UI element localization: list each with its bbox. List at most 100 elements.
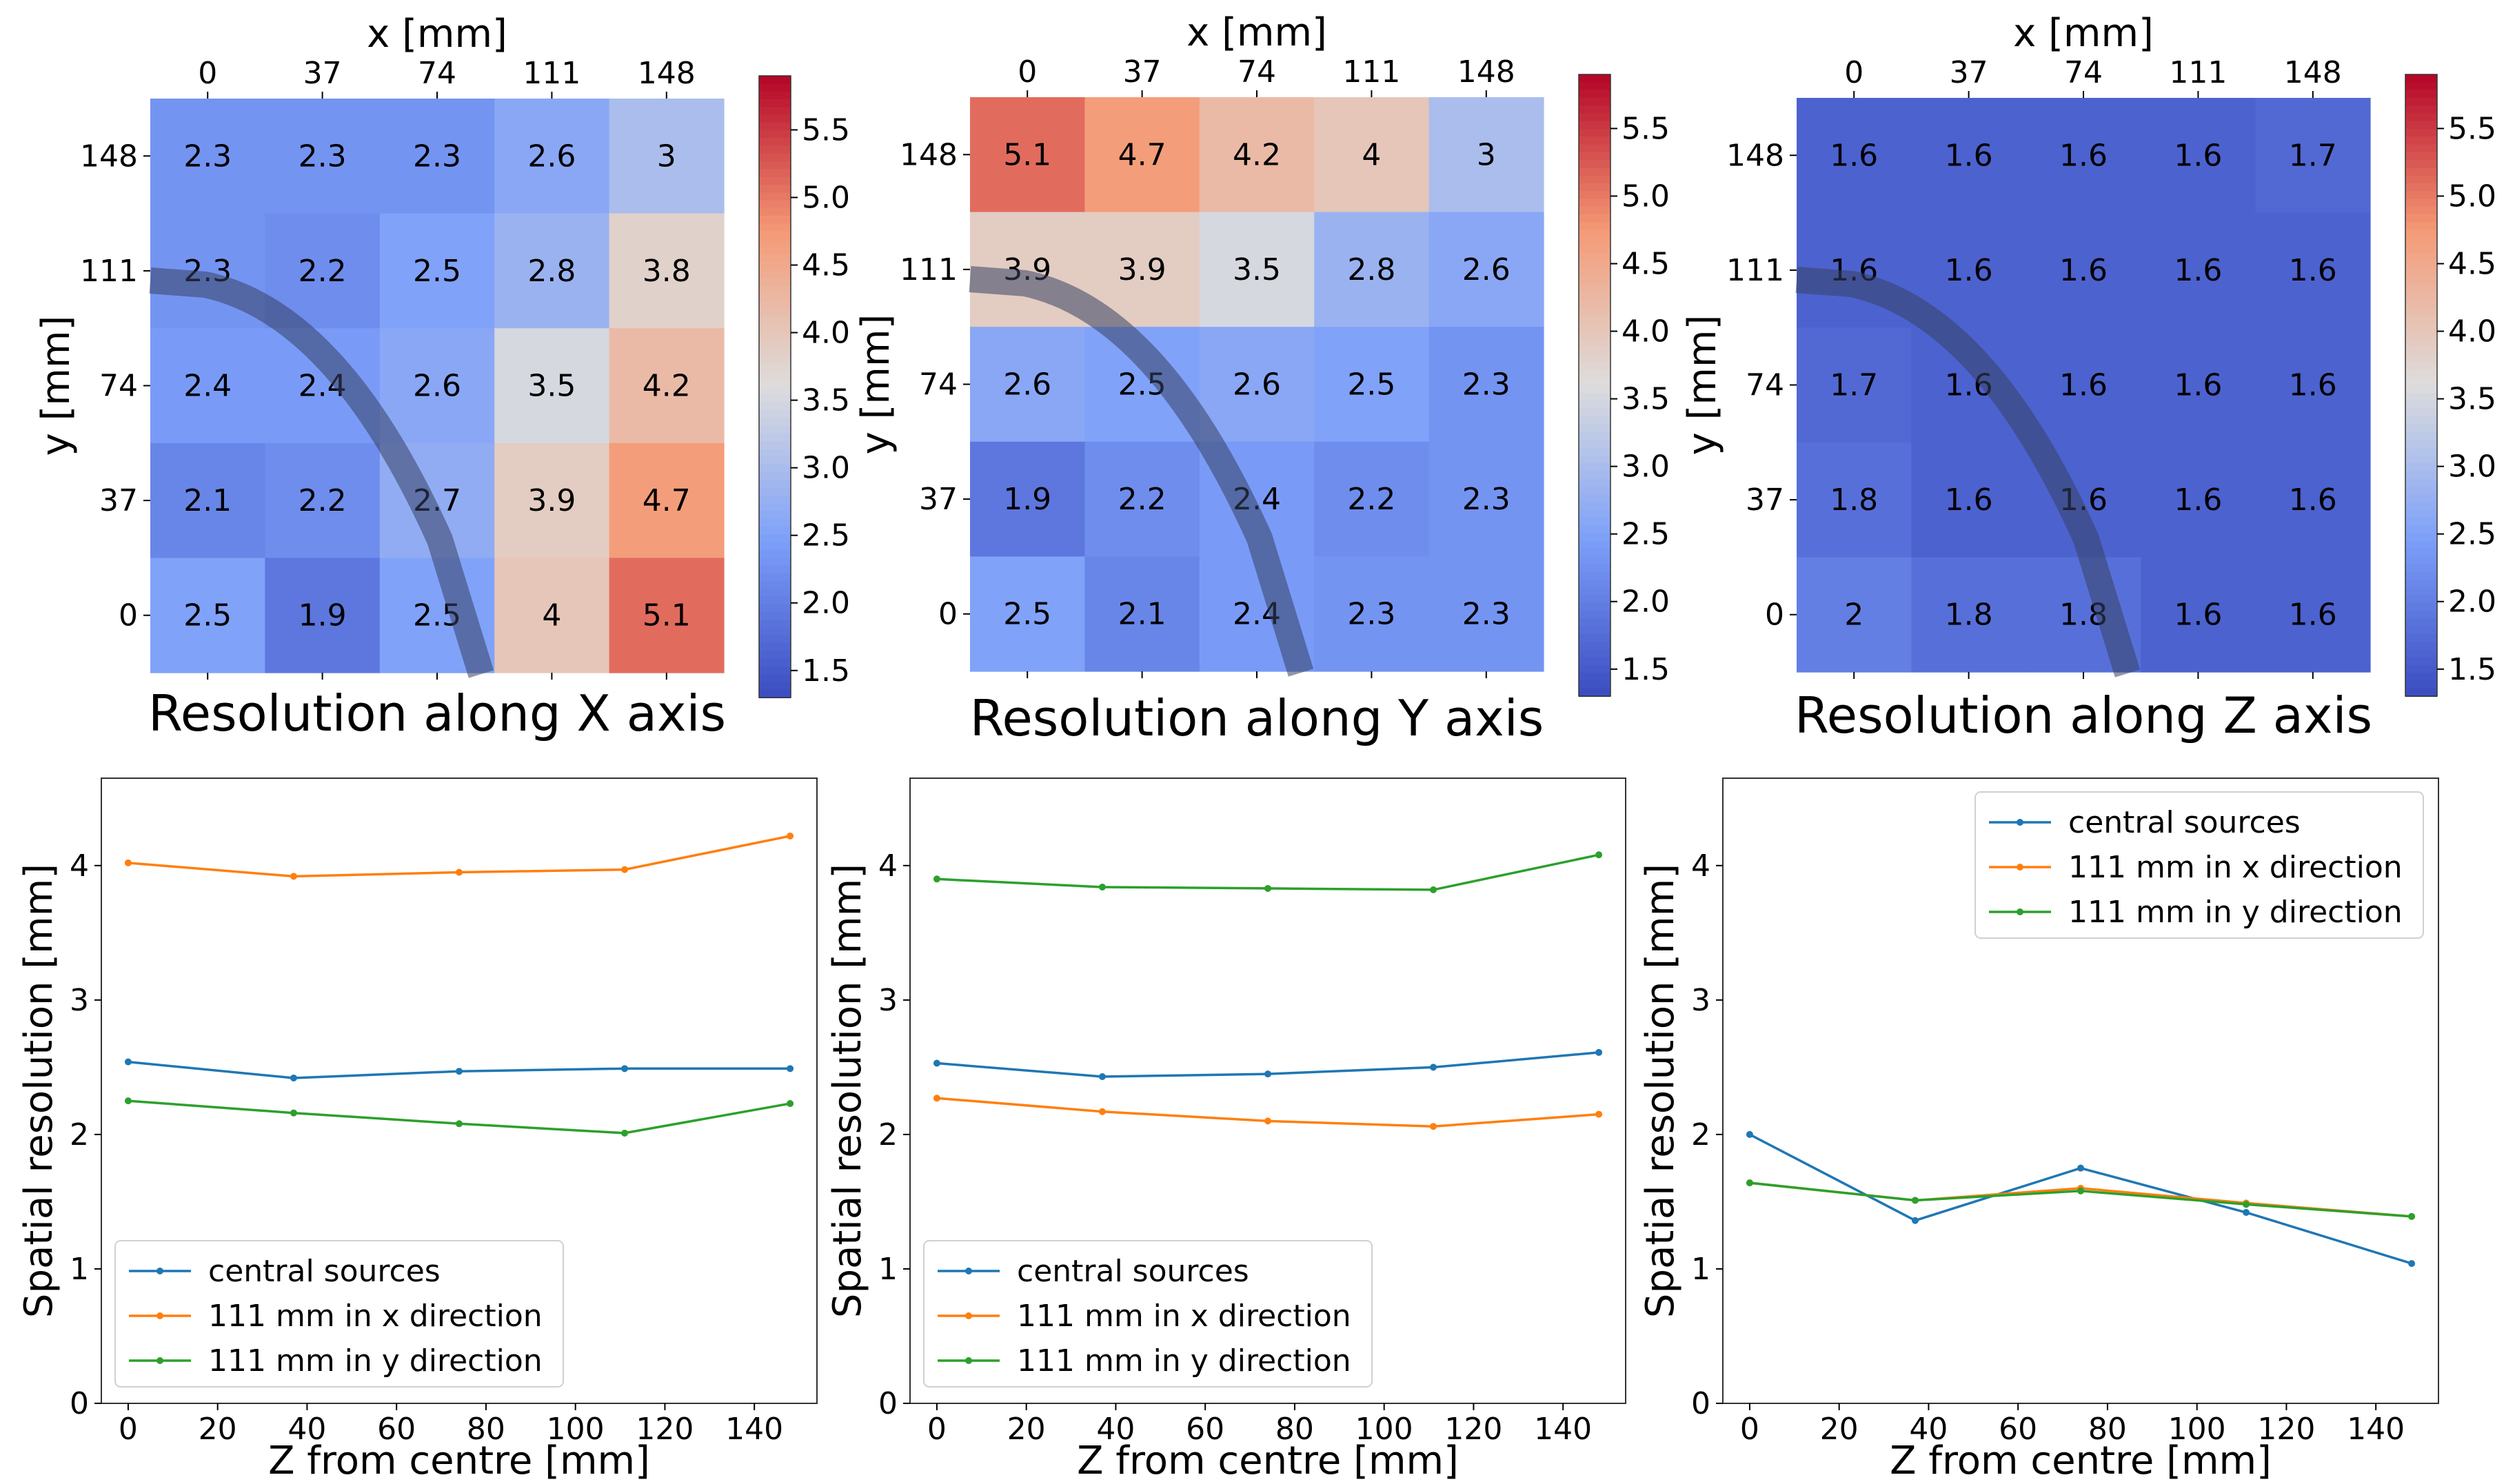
y-tick-label: 0 [1765, 598, 1784, 633]
colorbar-segment [759, 285, 791, 294]
heatmap-cell [2255, 98, 2371, 214]
cell-value-label: 2.2 [299, 254, 347, 289]
colorbar-segment [1579, 564, 1610, 573]
heatmap-cell [379, 99, 495, 214]
colorbar-segment [1579, 533, 1610, 542]
heatmap-cell [1314, 212, 1430, 327]
colorbar-segment [1579, 680, 1610, 689]
colorbar-segment [2405, 237, 2437, 247]
colorbar-segment [2405, 74, 2437, 83]
y-tick-label: 4 [878, 848, 898, 884]
series-point [1595, 1110, 1603, 1118]
cell-value-label: 2.5 [413, 254, 461, 289]
colorbar-segment [759, 480, 791, 489]
colorbar-segment [1579, 121, 1610, 130]
colorbar-segment [759, 176, 791, 185]
colorbar-segment [759, 565, 791, 574]
y-axis-label: y [mm] [1680, 315, 1725, 456]
series-point [1264, 884, 1271, 892]
colorbar-tick-label: 2.0 [802, 586, 850, 621]
colorbar-segment [2405, 105, 2437, 114]
colorbar-segment [2405, 664, 2437, 674]
colorbar-segment [2405, 253, 2437, 262]
colorbar-segment [1579, 571, 1610, 580]
y-tick-label: 3 [70, 983, 89, 1018]
heatmap-cell [609, 328, 725, 444]
colorbar-segment [1579, 183, 1610, 192]
cell-value-label: 1.6 [1945, 138, 1993, 173]
y-axis-label: y [mm] [34, 316, 79, 456]
colorbar-segment [1579, 261, 1610, 270]
colorbar-segment [1579, 416, 1610, 425]
colorbar-segment [1579, 362, 1610, 371]
cell-value-label: 1.6 [2059, 368, 2108, 403]
colorbar-segment [1579, 540, 1610, 549]
y-tick-label: 37 [99, 483, 138, 518]
colorbar-segment [1579, 160, 1610, 169]
colorbar-segment [759, 145, 791, 154]
colorbar-segment [1579, 626, 1610, 635]
colorbar-segment [1579, 424, 1610, 433]
x-axis-label: x [mm] [2013, 11, 2154, 56]
cell-value-label: 1.7 [2289, 138, 2337, 173]
heatmap-cell [609, 99, 725, 214]
cell-value-label: 2.6 [1462, 252, 1511, 287]
colorbar-segment [2405, 564, 2437, 573]
cell-value-label: 2.8 [1347, 252, 1395, 287]
colorbar-segment [2405, 276, 2437, 285]
y-tick-label: 1 [70, 1252, 89, 1287]
x-tick-label: 140 [2347, 1412, 2405, 1447]
colorbar-segment [2405, 688, 2437, 697]
colorbar-segment [759, 635, 791, 644]
series-point [1098, 1073, 1106, 1081]
series-point [1098, 1108, 1106, 1115]
y-axis-label: Spatial resolution [mm] [825, 864, 870, 1318]
colorbar-segment [2405, 268, 2437, 278]
colorbar-segment [1579, 377, 1610, 386]
colorbar-segment [759, 534, 791, 543]
series-point [2243, 1201, 2250, 1208]
colorbar-segment [759, 573, 791, 582]
colorbar-segment [2405, 206, 2437, 215]
colorbar-segment [759, 440, 791, 450]
heatmap-1: 2.3 2.3 2.3 2.6 32.3 2.2 2.5 2.8 3.82.4 2.4 2.6 3.5… [34, 12, 850, 742]
cell-value-label: 4 [1362, 137, 1381, 172]
heatmap-cell [1797, 327, 1912, 443]
colorbar-segment [2405, 533, 2437, 542]
cell-value-label: 1.8 [1945, 598, 1993, 633]
cell-value-label: 3.9 [1118, 252, 1166, 287]
colorbar-segment [759, 666, 791, 675]
colorbar-segment [2405, 261, 2437, 270]
colorbar-segment [759, 99, 791, 108]
legend-marker [2017, 864, 2023, 871]
y-tick-label: 1 [1691, 1252, 1710, 1287]
colorbar-segment [2405, 486, 2437, 495]
colorbar-segment [759, 76, 791, 85]
legend-marker [156, 1357, 163, 1364]
colorbar-segment [1579, 136, 1610, 145]
colorbar-tick-label: 2.0 [1622, 585, 1670, 620]
colorbar-segment [2405, 90, 2437, 99]
y-tick-label: 4 [1691, 848, 1710, 884]
colorbar-segment [2405, 509, 2437, 518]
colorbar-segment [2405, 338, 2437, 347]
colorbar-segment [759, 293, 791, 302]
colorbar-segment [2405, 393, 2437, 402]
colorbar-segment [759, 309, 791, 318]
cell-value-label: 2.4 [183, 369, 232, 404]
cell-value-label: 1.6 [1830, 138, 1878, 173]
heatmap-cell [2026, 98, 2141, 214]
colorbar-segment [1579, 673, 1610, 682]
x-tick-label: 120 [636, 1412, 694, 1447]
colorbar-tick-label: 5.5 [2448, 111, 2496, 146]
colorbar-segment [1579, 354, 1610, 363]
colorbar-segment [1579, 331, 1610, 340]
colorbar-segment [2405, 299, 2437, 309]
x-tick-label: 0 [1018, 54, 1037, 90]
colorbar-segment [2405, 587, 2437, 596]
colorbar-tick-label: 4.0 [802, 316, 850, 351]
colorbar-segment [2405, 97, 2437, 107]
x-tick-label: 0 [1740, 1412, 1759, 1447]
colorbar-segment [2405, 408, 2437, 418]
y-tick-label: 148 [80, 139, 138, 174]
